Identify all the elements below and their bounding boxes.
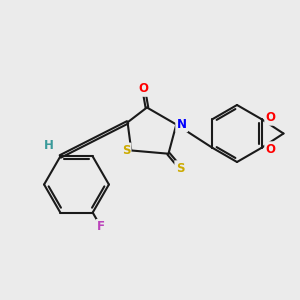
Text: F: F <box>97 220 105 233</box>
Text: O: O <box>139 82 148 95</box>
Text: H: H <box>44 140 54 152</box>
Text: S: S <box>176 162 184 175</box>
Text: N: N <box>177 118 187 131</box>
Text: S: S <box>122 144 130 157</box>
Text: O: O <box>266 111 276 124</box>
Text: O: O <box>266 143 276 156</box>
